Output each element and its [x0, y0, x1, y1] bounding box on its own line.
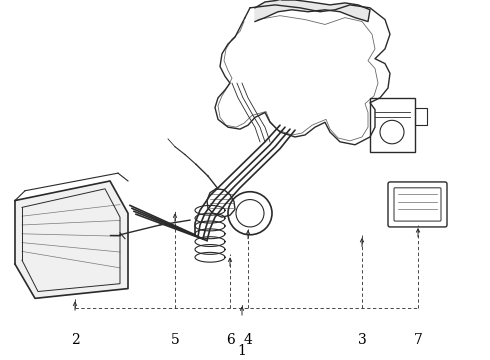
- Text: 7: 7: [414, 333, 422, 347]
- Text: 5: 5: [171, 333, 179, 347]
- Text: 4: 4: [244, 333, 252, 347]
- Text: 2: 2: [71, 333, 79, 347]
- Text: 6: 6: [225, 333, 234, 347]
- Text: 1: 1: [238, 344, 246, 358]
- Text: 3: 3: [358, 333, 367, 347]
- Polygon shape: [15, 181, 128, 298]
- Polygon shape: [255, 0, 370, 22]
